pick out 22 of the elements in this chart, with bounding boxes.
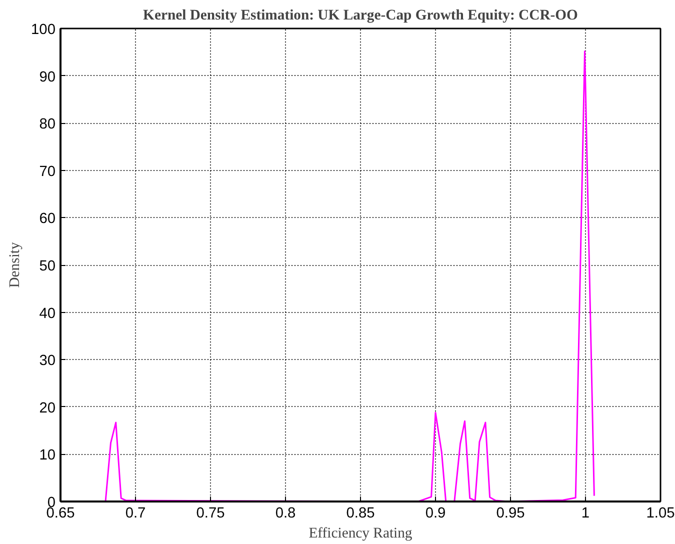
- x-tick-label: 0.8: [275, 506, 296, 522]
- y-tick-label: 100: [31, 22, 56, 38]
- x-tick-label: 1.05: [646, 506, 675, 522]
- x-tick-label: 0.85: [346, 506, 375, 522]
- x-tick-label: 0.9: [425, 506, 446, 522]
- x-tick-label: 0.75: [196, 506, 225, 522]
- y-tick-label: 30: [39, 353, 56, 370]
- y-tick-label: 60: [39, 211, 56, 228]
- y-tick-label: 50: [39, 258, 56, 274]
- y-tick-label: 80: [39, 116, 56, 133]
- y-axis-title: Density: [7, 242, 24, 288]
- y-tick-label: 40: [39, 306, 56, 322]
- x-axis-title: Efficiency Rating: [308, 526, 413, 542]
- line-series: [104, 50, 595, 502]
- x-tick-label: 0.7: [125, 506, 146, 522]
- x-tick-label: 1: [581, 506, 590, 522]
- y-tick-label: 20: [39, 400, 56, 416]
- y-tick-label: 70: [39, 164, 56, 180]
- y-tick-label: 90: [39, 69, 56, 86]
- x-tick-label: 0.95: [496, 506, 525, 522]
- y-tick-label: 10: [39, 448, 56, 464]
- chart-title: Kernel Density Estimation: UK Large-Cap Growth Equity: CCR-OO: [143, 8, 578, 24]
